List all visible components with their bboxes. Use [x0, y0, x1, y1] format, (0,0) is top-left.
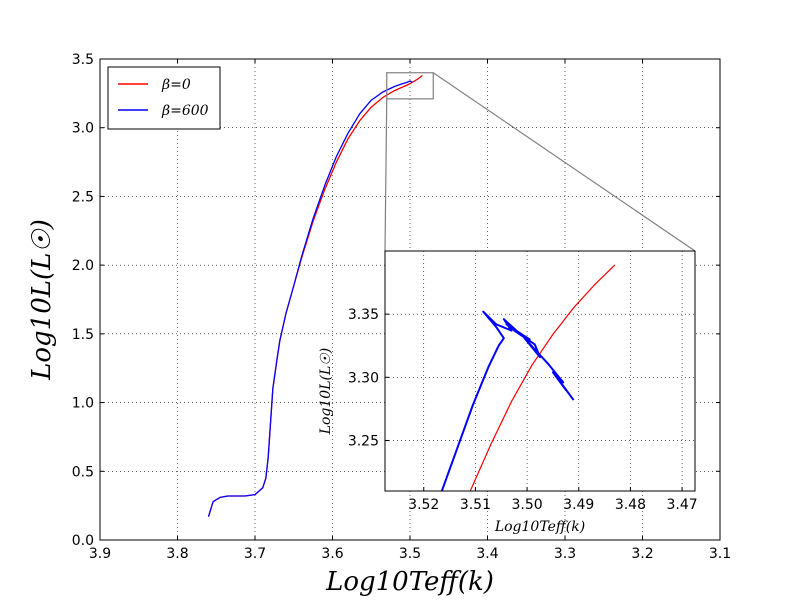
x-tick-label: 3.4 [476, 546, 498, 562]
x-tick-label: 3.6 [321, 546, 343, 562]
y-tick-label: 3.0 [72, 121, 94, 137]
x-tick-label: 3.5 [399, 546, 421, 562]
main-plot-frame [99, 58, 721, 541]
y-tick-label: 1.0 [72, 396, 94, 412]
inset-y-tick-label: 3.25 [348, 433, 379, 449]
x-tick-label: 3.7 [244, 546, 266, 562]
x-tick-label: 3.8 [166, 546, 188, 562]
inset-series-line-1 [440, 310, 575, 491]
y-tick-label: 0.0 [72, 533, 94, 549]
y-tick-label: 1.5 [72, 327, 94, 343]
legend-box [107, 66, 221, 130]
legend-label-0: β=0 [161, 77, 191, 93]
legend-label-1: β=600 [161, 103, 209, 119]
zoom-connector-right [432, 72, 696, 252]
inset-x-tick-label: 3.47 [666, 497, 697, 513]
y-tick-label: 2.5 [72, 189, 94, 205]
x-tick-label: 3.9 [89, 546, 111, 562]
inset-series-line-0 [469, 264, 616, 491]
legend: β=0 β=600 [107, 66, 221, 130]
x-tick-label: 3.1 [709, 546, 731, 562]
inset-x-tick-label: 3.48 [615, 497, 646, 513]
inset-plot-frame [384, 250, 696, 492]
zoom-indicator-box [386, 72, 434, 100]
inset-x-tick-label: 3.49 [563, 497, 594, 513]
inset-y-tick-label: 3.35 [348, 307, 379, 323]
inset-x-tick-label: 3.52 [408, 497, 439, 513]
x-tick-label: 3.2 [631, 546, 653, 562]
x-tick-label: 3.3 [554, 546, 576, 562]
inset-y-tick-label: 3.30 [348, 370, 379, 386]
inset-x-tick-label: 3.51 [460, 497, 491, 513]
y-tick-label: 2.0 [72, 258, 94, 274]
inset-y-axis-title: Log10L(L☉) [318, 348, 334, 436]
inset-x-axis-title: Log10Teff(k) [494, 519, 585, 535]
x-axis-title: Log10Teff(k) [325, 567, 494, 597]
inset-series-group [440, 264, 616, 491]
zoom-connector-left [384, 98, 388, 252]
y-tick-label: 0.5 [72, 464, 94, 480]
inset-x-tick-label: 3.50 [511, 497, 542, 513]
y-axis-title: Log10L(L☉) [27, 219, 57, 381]
y-tick-label: 3.5 [72, 52, 94, 68]
inset-plot-area [385, 251, 695, 491]
